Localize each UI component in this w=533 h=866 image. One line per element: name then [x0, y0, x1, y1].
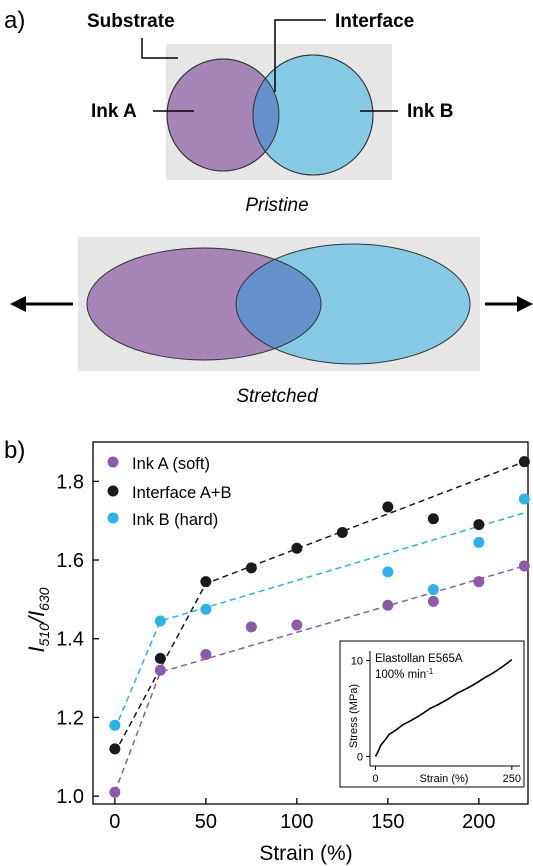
stretched-caption: Stretched	[236, 386, 319, 407]
panel-b-label: b)	[4, 437, 25, 464]
legend-label-ink-b: Ink B (hard)	[132, 511, 218, 529]
inset-background	[339, 640, 525, 788]
inset-x-tick-label: 0	[372, 773, 378, 785]
point-ink-a-soft	[291, 619, 303, 631]
point-interface-a-b	[291, 542, 303, 554]
point-ink-b-hard	[154, 615, 166, 627]
x-tick-label: 0	[109, 811, 120, 833]
y-tick-label: 1.2	[56, 707, 84, 729]
point-ink-a-soft	[154, 664, 166, 676]
point-ink-a-soft	[518, 560, 530, 572]
legend-label-interface: Interface A+B	[132, 484, 232, 502]
inset-y-axis-label: Stress (MPa)	[348, 684, 360, 748]
point-interface-a-b	[336, 527, 348, 538]
point-ink-a-soft	[200, 648, 212, 660]
point-interface-a-b	[518, 456, 530, 468]
legend-label-ink-a: Ink A (soft)	[132, 455, 210, 473]
legend-marker-ink-b	[107, 512, 119, 524]
x-tick-label: 50	[195, 811, 217, 833]
inset-x-tick-label: 250	[503, 773, 521, 785]
point-interface-a-b	[154, 652, 166, 664]
point-ink-b-hard	[518, 493, 530, 505]
fit-line-ink-a-soft	[114, 565, 525, 793]
panel-b: b) 1.01.21.41.61.8 0 50 100 150 200 Ink A (s…	[4, 437, 530, 865]
point-ink-b-hard	[109, 719, 121, 731]
inset-y-tick-label: 10	[351, 656, 363, 668]
ink-b-callout: Ink B	[407, 101, 453, 122]
inset-subtitle: 100% min-1	[375, 667, 434, 681]
point-ink-b-hard	[427, 584, 439, 596]
substrate-callout: Substrate	[87, 11, 175, 32]
panel-a-label: a)	[4, 7, 25, 34]
interface-callout: Interface	[335, 11, 414, 32]
pristine-caption: Pristine	[245, 195, 308, 216]
inset-x-axis-label: Strain (%)	[420, 773, 469, 785]
plot-frame	[92, 441, 529, 805]
point-ink-a-soft	[382, 599, 394, 611]
point-ink-a-soft	[473, 576, 485, 588]
point-interface-a-b	[427, 513, 439, 525]
substrate-leader	[141, 38, 178, 59]
left-arrow-icon	[10, 296, 73, 312]
point-ink-b-hard	[382, 566, 394, 578]
y-tick-label: 1.0	[56, 786, 84, 808]
x-tick-label: 150	[371, 811, 404, 833]
x-axis-label: Strain (%)	[259, 842, 352, 865]
legend-marker-ink-a	[107, 456, 119, 468]
point-ink-a-soft	[245, 621, 257, 633]
y-tick-label: 1.8	[56, 471, 84, 493]
inset-chart: Elastollan E565A 100% min-1 0 10 0 250 Stre…	[339, 640, 525, 788]
stretched-interface	[236, 248, 321, 360]
x-tick-label: 100	[280, 811, 313, 833]
point-ink-a-soft	[109, 786, 121, 798]
y-axis-label: I510/I630	[24, 587, 52, 652]
point-interface-a-b	[382, 501, 394, 513]
point-interface-a-b	[245, 562, 257, 574]
fit-line-ink-b-hard	[114, 512, 525, 730]
inset-stress-strain-curve	[374, 659, 513, 757]
ink-a-callout: Ink A	[91, 101, 137, 122]
y-tick-label: 1.4	[56, 629, 84, 651]
y-tick-label: 1.6	[56, 550, 84, 572]
point-ink-b-hard	[200, 603, 212, 615]
panel-a: a) Substrate Interface Ink A Ink B Prist…	[4, 7, 533, 407]
legend-marker-interface	[107, 485, 119, 497]
point-ink-b-hard	[473, 536, 485, 548]
point-ink-a-soft	[427, 595, 439, 607]
interface-leader	[274, 19, 326, 92]
point-interface-a-b	[473, 519, 485, 531]
point-interface-a-b	[200, 576, 212, 588]
inset-title: Elastollan E565A	[375, 653, 463, 665]
legend: Ink A (soft) Interface A+B Ink B (hard)	[107, 455, 232, 529]
main-chart: 1.01.21.41.61.8 0 50 100 150 200 Ink A (soft…	[24, 441, 530, 865]
right-arrow-icon	[485, 296, 533, 312]
x-tick-label: 200	[462, 811, 495, 833]
point-interface-a-b	[109, 743, 121, 755]
inset-y-tick-label: 0	[357, 751, 363, 763]
